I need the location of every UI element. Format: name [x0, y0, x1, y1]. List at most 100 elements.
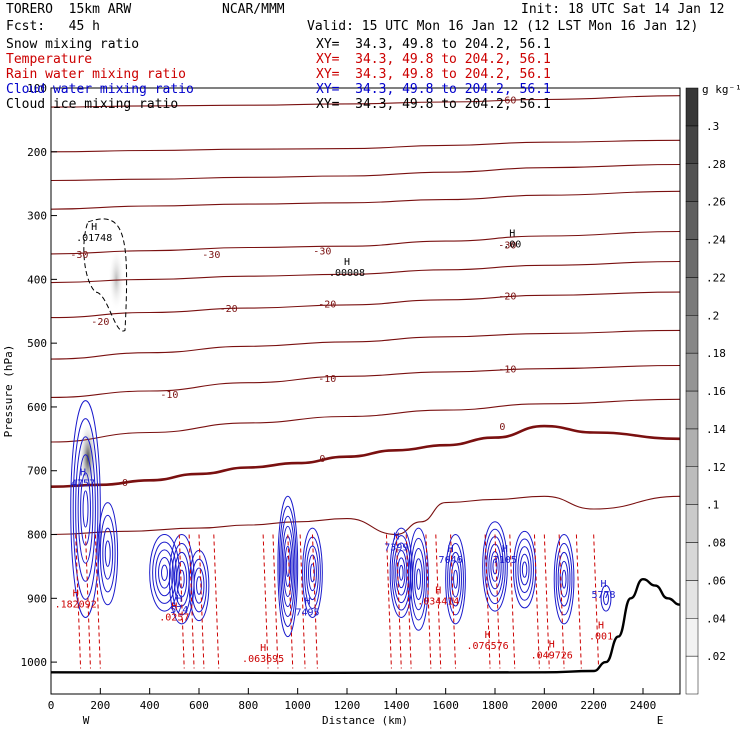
cloud-water-contour [82, 490, 89, 528]
colorbar-cell [685, 428, 699, 467]
temperature-label: -10 [318, 374, 336, 385]
rain-water-contour [213, 534, 220, 669]
x-tick-label: 800 [238, 699, 258, 712]
cloud-water-contour [149, 534, 180, 612]
snow-label-marker: H [509, 228, 515, 239]
y-tick-label: 300 [27, 210, 47, 223]
temperature-contour [50, 163, 681, 182]
colorbar-cell [685, 466, 699, 505]
rain-water-contour [509, 534, 516, 669]
cloud-water-contour [521, 561, 528, 578]
rain-water-label-marker: H [435, 586, 441, 597]
rain-water-contour [385, 534, 392, 669]
rain-water-label-marker: H [598, 621, 604, 632]
cloud-water-contour [284, 545, 292, 587]
colorbar-label: .24 [706, 234, 726, 247]
rain-water-label: .182092 [55, 600, 97, 611]
rain-water-label-marker: H [260, 643, 266, 654]
rain-water-contour [85, 534, 91, 669]
temperature-label: -20 [91, 317, 109, 328]
temperature-contours [50, 95, 681, 536]
temperature-label: -30 [498, 240, 516, 251]
cloud-water-contour [193, 567, 205, 604]
cloud-water-label: 574 [170, 605, 188, 616]
temperature-label: -20 [498, 291, 516, 302]
rain-water-contour [75, 534, 82, 669]
rain-water-contour [450, 534, 457, 669]
plot-frame [50, 87, 681, 695]
cloud-water-contour [395, 549, 408, 596]
cloud-water-contour [280, 515, 296, 618]
cloud-water-label: 7046 [439, 555, 463, 566]
rain-water-contour [494, 534, 501, 669]
temperature-contour [50, 424, 681, 488]
rain-water-contour [262, 534, 269, 669]
rain-water-label: .049726 [531, 651, 573, 662]
terrain-line [50, 577, 681, 675]
x-tick-label: 600 [189, 699, 209, 712]
rain-water-contour [425, 534, 432, 669]
snow-contour [83, 218, 128, 332]
temperature-label: 0 [499, 422, 505, 433]
cloud-water-contour [309, 563, 315, 583]
field-name: Snow mixing ratio [6, 37, 140, 52]
cloud-water-contour [515, 538, 534, 601]
rain-water-contour [311, 534, 318, 669]
cloud-water-contour [408, 527, 429, 631]
colorbar-cell [685, 87, 699, 127]
temperature-label: -10 [160, 390, 178, 401]
y-tick-label: 700 [27, 465, 47, 478]
y-tick-label: 500 [27, 337, 47, 350]
rain-water-contour [484, 534, 491, 669]
temperature-label: -60 [498, 95, 516, 106]
rain-water-contour [178, 534, 185, 669]
temperature-label: -30 [70, 250, 88, 261]
y-tick-label: 600 [27, 401, 47, 414]
temperature-label: -30 [313, 247, 331, 258]
cloud-water-contour [191, 558, 207, 613]
temperature-contour [50, 139, 681, 153]
cloud-water-contour [561, 569, 567, 589]
cloud-water-label-marker: H [176, 594, 182, 605]
rain-water-contour [435, 534, 442, 669]
cloud-water-contour [77, 454, 94, 564]
cloud-water-label: 7399 [384, 542, 408, 553]
colorbar-label: .3 [706, 120, 719, 133]
x-right-end-label: E [657, 714, 664, 727]
cloud-water-contour [97, 502, 119, 606]
snow-contours [83, 218, 128, 332]
cloud-water-contour [492, 558, 498, 575]
cloud-water-contour [281, 525, 294, 608]
rain-water-contour [198, 534, 205, 669]
x-axis: 0 200 400 600 800 1000 1200 1400 1600 1800 2000 220… [48, 688, 656, 712]
temperature-contour [50, 398, 681, 443]
rain-water-label-marker: H [73, 589, 79, 600]
cloud-water-contour [447, 542, 464, 616]
x-tick-label: 1200 [334, 699, 361, 712]
cloud-water-contour [416, 568, 422, 590]
cloud-water-contour [308, 554, 317, 592]
cloud-water-contour [158, 556, 171, 589]
colorbar-cell [685, 655, 699, 695]
cloud-water-contour [449, 551, 462, 607]
cloud-ice-blob [108, 247, 125, 312]
cloud-water-contour [70, 400, 101, 618]
init-time: Init: 18 UTC Sat 14 Jan 12 [521, 2, 725, 17]
cloud-water-contour [484, 528, 506, 605]
cloud-water-contour [553, 534, 575, 625]
cloud-water-contour [277, 495, 299, 638]
snow-label: .00008 [329, 268, 365, 279]
colorbar-cell [685, 277, 699, 316]
colorbar-cell [685, 239, 699, 278]
field-xy: XY= 34.3, 49.8 to 204.2, 56.1 [316, 82, 551, 97]
rain-water-contour [395, 534, 402, 669]
x-tick-label: 200 [90, 699, 110, 712]
cloud-water-contour [99, 514, 116, 593]
colorbar-label: .18 [706, 347, 726, 360]
y-tick-label: 1000 [21, 656, 48, 669]
colorbar-label: .26 [706, 196, 726, 209]
rain-water-contour [405, 534, 412, 669]
model-title: TORERO 15km ARW [6, 2, 132, 17]
x-tick-label: 2200 [580, 699, 607, 712]
